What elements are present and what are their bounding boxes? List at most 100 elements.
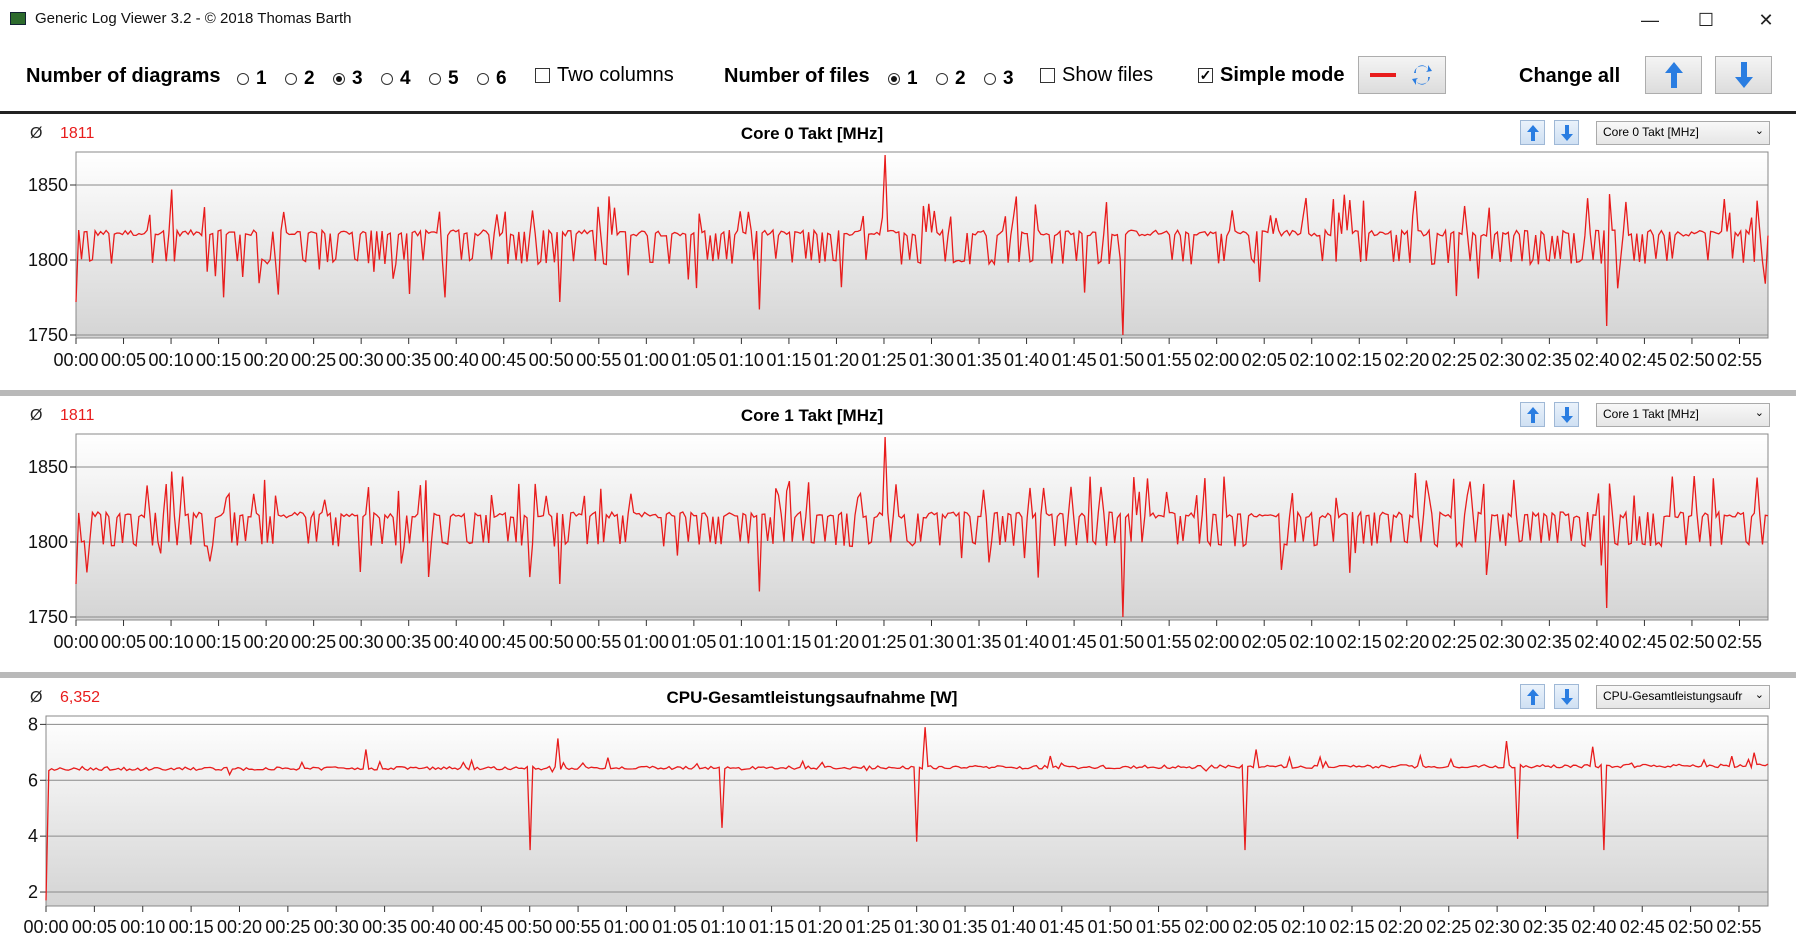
x-tick-label: 00:25: [291, 632, 336, 652]
x-tick-label: 02:35: [1527, 632, 1572, 652]
x-tick-label: 02:20: [1384, 350, 1429, 370]
move-all-down-button[interactable]: [1715, 56, 1772, 94]
x-tick-label: 00:00: [23, 917, 68, 937]
x-tick-label: 01:55: [1147, 350, 1192, 370]
selector-value: Core 1 Takt [MHz]: [1603, 407, 1699, 421]
move-down-button[interactable]: [1554, 402, 1579, 427]
diagram-panel-1: Ø 1811 Core 0 Takt [MHz] Core 0 Takt [MH…: [0, 114, 1796, 390]
close-button[interactable]: ✕: [1758, 9, 1774, 30]
radio-dot: [381, 73, 393, 85]
x-tick-label: 01:40: [1004, 350, 1049, 370]
simple-mode-checkbox[interactable]: ✓ Simple mode: [1198, 64, 1344, 87]
average-icon: Ø: [30, 407, 43, 424]
arrow-up-icon: [1526, 124, 1539, 141]
x-tick-label: 01:00: [624, 350, 669, 370]
x-tick-label: 01:35: [943, 917, 988, 937]
average-icon: Ø: [30, 125, 43, 142]
minimize-button[interactable]: —: [1641, 9, 1659, 30]
maximize-button[interactable]: ☐: [1697, 9, 1715, 30]
x-tick-label: 01:35: [957, 350, 1002, 370]
x-tick-label: 02:05: [1233, 917, 1278, 937]
x-tick-label: 00:35: [362, 917, 407, 937]
x-tick-label: 02:45: [1620, 917, 1665, 937]
x-tick-label: 00:50: [507, 917, 552, 937]
refresh-icon: [1412, 65, 1432, 85]
diagram-panel-3: Ø 6,352 CPU-Gesamtleistungsaufnahme [W] …: [0, 678, 1796, 952]
series-selector[interactable]: Core 1 Takt [MHz] ⌄: [1596, 403, 1770, 427]
x-tick-label: 00:50: [529, 632, 574, 652]
x-tick-label: 01:10: [701, 917, 746, 937]
diagrams-radio-1[interactable]: 1: [237, 68, 267, 90]
y-tick-label: 1850: [28, 175, 68, 195]
diagrams-radio-6[interactable]: 6: [477, 68, 507, 90]
x-tick-label: 02:45: [1622, 632, 1667, 652]
x-tick-label: 01:10: [719, 632, 764, 652]
diagrams-radio-3[interactable]: 3: [333, 68, 363, 90]
x-tick-label: 00:50: [529, 350, 574, 370]
x-tick-label: 02:40: [1574, 350, 1619, 370]
x-tick-label: 00:00: [53, 350, 98, 370]
x-tick-label: 01:20: [814, 350, 859, 370]
selector-value: CPU-Gesamtleistungsaufr: [1603, 689, 1743, 703]
x-tick-label: 00:45: [481, 632, 526, 652]
move-down-button[interactable]: [1554, 684, 1579, 709]
panel-splitter[interactable]: [0, 390, 1796, 396]
x-tick-label: 02:40: [1571, 917, 1616, 937]
series-style-button[interactable]: [1358, 56, 1446, 94]
average-value: 6,352: [60, 689, 101, 706]
checkmark-icon: ✓: [1198, 67, 1213, 83]
x-tick-label: 01:55: [1136, 917, 1181, 937]
move-up-button[interactable]: [1520, 684, 1545, 709]
panel-splitter[interactable]: [0, 672, 1796, 678]
average-value: 1811: [60, 407, 95, 424]
radio-label: 3: [1003, 68, 1014, 89]
x-tick-label: 00:05: [101, 632, 146, 652]
x-tick-label: 02:35: [1523, 917, 1568, 937]
move-up-button[interactable]: [1520, 120, 1545, 145]
diagrams-radio-2[interactable]: 2: [285, 68, 315, 90]
x-tick-label: 00:45: [481, 350, 526, 370]
toolbar-separator: [0, 111, 1796, 114]
x-tick-label: 00:10: [149, 350, 194, 370]
x-tick-label: 02:45: [1622, 350, 1667, 370]
x-tick-label: 01:45: [1039, 917, 1084, 937]
files-radio-3[interactable]: 3: [984, 68, 1014, 90]
y-tick-label: 8: [28, 714, 38, 734]
diagrams-radio-4[interactable]: 4: [381, 68, 411, 90]
average-value: 1811: [60, 125, 95, 142]
x-tick-label: 01:05: [652, 917, 697, 937]
series-selector[interactable]: CPU-Gesamtleistungsaufr ⌄: [1596, 685, 1770, 709]
arrow-up-icon: [1526, 406, 1539, 423]
x-tick-label: 02:55: [1716, 917, 1761, 937]
diagram-panel-2: Ø 1811 Core 1 Takt [MHz] Core 1 Takt [MH…: [0, 396, 1796, 672]
files-radio-2[interactable]: 2: [936, 68, 966, 90]
move-all-up-button[interactable]: [1645, 56, 1702, 94]
radio-label: 2: [955, 68, 966, 89]
x-tick-label: 00:30: [314, 917, 359, 937]
move-up-button[interactable]: [1520, 402, 1545, 427]
checkbox-box: [1040, 68, 1055, 83]
two-columns-checkbox[interactable]: Two columns: [535, 64, 674, 87]
radio-dot: [429, 73, 441, 85]
radio-dot-selected: [333, 73, 345, 85]
x-tick-label: 02:25: [1432, 350, 1477, 370]
x-tick-label: 02:05: [1242, 632, 1287, 652]
x-tick-label: 02:15: [1337, 632, 1382, 652]
show-files-checkbox[interactable]: Show files: [1040, 64, 1153, 87]
x-tick-label: 02:25: [1432, 632, 1477, 652]
series-selector[interactable]: Core 0 Takt [MHz] ⌄: [1596, 121, 1770, 145]
x-tick-label: 00:10: [120, 917, 165, 937]
x-tick-label: 01:20: [797, 917, 842, 937]
x-tick-label: 01:10: [719, 350, 764, 370]
x-tick-label: 02:00: [1184, 917, 1229, 937]
arrow-down-icon: [1734, 62, 1753, 88]
diagrams-radio-5[interactable]: 5: [429, 68, 459, 90]
x-tick-label: 02:40: [1574, 632, 1619, 652]
files-radio-1[interactable]: 1: [888, 68, 918, 90]
x-tick-label: 02:50: [1668, 917, 1713, 937]
x-tick-label: 00:45: [459, 917, 504, 937]
x-tick-label: 01:25: [861, 632, 906, 652]
move-down-button[interactable]: [1554, 120, 1579, 145]
